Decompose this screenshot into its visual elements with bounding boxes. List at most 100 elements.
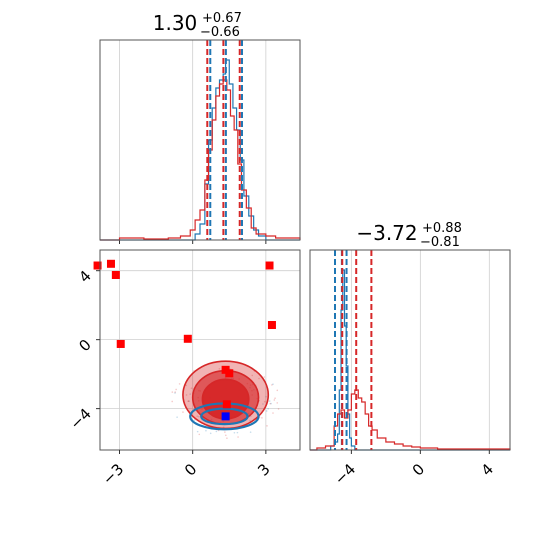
hist-param1-red <box>100 79 301 241</box>
blue-square-marker <box>221 412 230 421</box>
marginal-param2-histograms <box>310 269 511 451</box>
marginal-param1-grid <box>119 40 267 244</box>
noise-point <box>175 388 177 391</box>
noise-point <box>233 431 236 434</box>
noise-point <box>265 410 268 412</box>
joint-panel: −3 0 3 −4 0 4 <box>66 249 301 488</box>
marginal-param1-frame <box>99 39 301 241</box>
noise-point <box>196 415 199 418</box>
x-tick-label: −4 <box>331 460 359 488</box>
noise-point <box>182 411 184 413</box>
noise-point <box>268 400 271 402</box>
noise-point <box>273 399 276 401</box>
red-square-marker <box>116 339 125 348</box>
noise-point <box>267 407 269 410</box>
noise-point <box>263 376 266 378</box>
title-param2-plus: +0.88 <box>422 221 462 236</box>
noise-point <box>196 430 199 433</box>
noise-point <box>188 400 191 402</box>
noise-point <box>187 400 190 403</box>
noise-point <box>249 431 252 433</box>
noise-point <box>266 425 268 427</box>
noise-point <box>187 400 190 402</box>
marginal-param2-grid <box>350 250 490 450</box>
noise-point <box>270 402 272 405</box>
marginal-param1-panel: 1.30 +0.67 −0.66 <box>99 11 301 244</box>
noise-point <box>176 416 178 418</box>
joint-square-markers <box>93 259 276 421</box>
hist-param2-blue <box>310 269 510 451</box>
marginal-param2-panel: −4 0 4 −3.72 +0.88 −0.81 <box>309 221 511 488</box>
noise-point <box>225 434 227 437</box>
noise-point <box>263 400 266 403</box>
marginal-param1-quantiles <box>206 40 243 240</box>
red-square-marker <box>222 400 231 409</box>
hist-param2-red <box>310 389 511 451</box>
noise-point <box>251 374 254 377</box>
x-tick-label: 4 <box>478 460 497 479</box>
noise-point <box>171 391 174 393</box>
title-param2-median: −3.72 <box>356 221 417 245</box>
joint-frame <box>99 249 301 451</box>
noise-point <box>185 384 187 387</box>
noise-point <box>205 429 207 432</box>
y-tick-label: −4 <box>66 405 94 433</box>
marginal-param2-x-ticks: −4 0 4 <box>331 450 497 488</box>
noise-point <box>237 436 239 438</box>
y-tick-label: 0 <box>75 336 94 355</box>
noise-point <box>258 377 260 380</box>
red-square-marker <box>183 334 192 343</box>
noise-point <box>209 432 212 435</box>
noise-point <box>218 367 221 370</box>
noise-point <box>185 394 188 396</box>
title-param1-median: 1.30 <box>153 11 198 35</box>
noise-point <box>276 402 279 404</box>
y-tick-label: 4 <box>75 267 94 286</box>
noise-point <box>276 389 279 392</box>
noise-point <box>272 383 274 386</box>
noise-point <box>277 408 280 410</box>
x-tick-label: 0 <box>409 460 428 479</box>
marginal-param2-quantiles <box>334 250 373 450</box>
noise-point <box>262 403 264 405</box>
noise-point <box>226 437 228 439</box>
title-param1: 1.30 <box>153 11 198 35</box>
noise-point <box>261 417 263 419</box>
x-tick-label: 3 <box>254 460 273 479</box>
noise-point <box>249 419 251 422</box>
noise-point <box>274 397 276 399</box>
blue-contour-2 <box>200 407 249 426</box>
x-tick-label: 0 <box>181 460 200 479</box>
red-square-marker <box>106 259 115 268</box>
noise-point <box>171 400 174 403</box>
x-tick-label: −3 <box>99 460 127 488</box>
marginal-param2-frame <box>309 249 511 451</box>
noise-point <box>269 402 272 405</box>
noise-point <box>174 392 176 394</box>
noise-point <box>271 384 273 386</box>
noise-point <box>193 419 196 421</box>
joint-x-ticks: −3 0 3 <box>99 450 274 488</box>
title-param2-minus: −0.81 <box>420 235 460 250</box>
noise-point <box>236 431 239 434</box>
marginal-param1-histograms <box>100 59 301 241</box>
noise-point <box>215 430 218 433</box>
joint-y-ticks: −4 0 4 <box>66 267 100 433</box>
noise-point <box>198 415 200 418</box>
title-param1-minus: −0.66 <box>200 25 240 40</box>
noise-point <box>178 383 181 385</box>
red-square-marker <box>225 369 234 378</box>
joint-grid <box>100 250 300 450</box>
noise-point <box>265 395 267 398</box>
red-square-marker <box>93 261 102 270</box>
noise-point <box>272 412 274 414</box>
red-square-marker <box>265 261 274 270</box>
red-square-marker <box>111 271 120 279</box>
noise-point <box>189 393 191 395</box>
noise-point <box>224 431 226 433</box>
noise-point <box>174 391 176 393</box>
title-param1-plus: +0.67 <box>202 11 242 26</box>
noise-point <box>198 433 201 436</box>
